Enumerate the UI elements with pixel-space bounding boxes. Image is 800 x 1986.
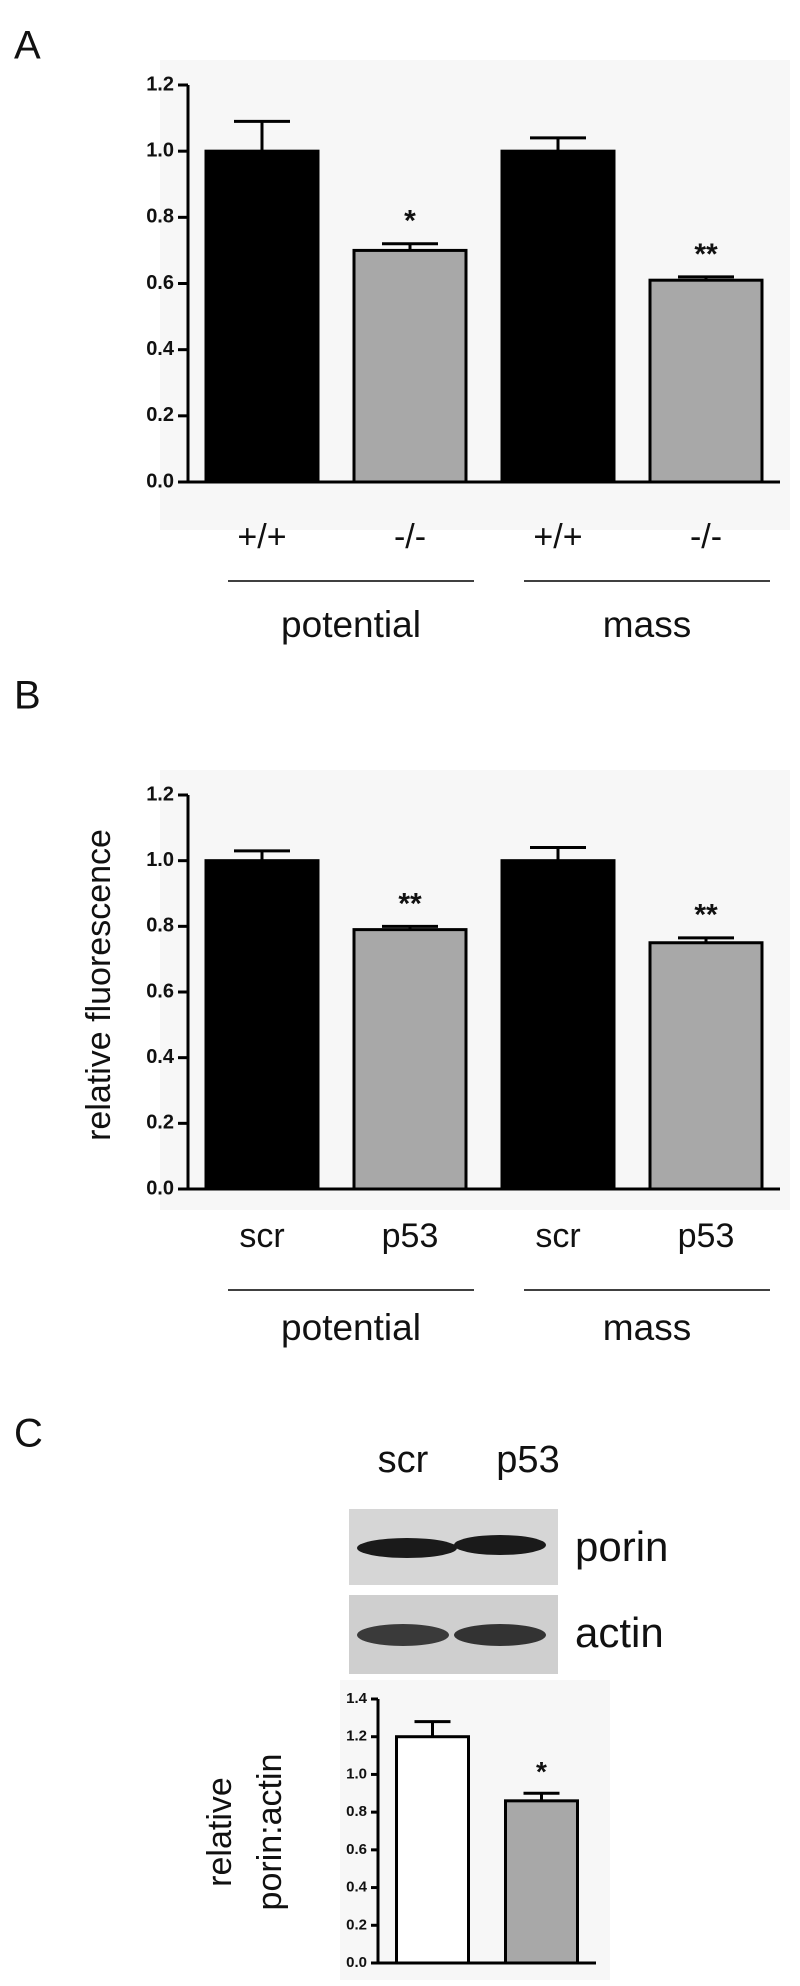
significance-label: * [536,1756,547,1787]
blot-band [454,1535,546,1555]
y-tick-label: 0.2 [346,1916,367,1933]
x-tick-label: scr [239,1217,284,1255]
blot-band [357,1538,457,1558]
y-tick-label: 0.8 [146,206,174,228]
y-tick-label: 0.6 [146,980,174,1002]
bar [648,278,764,484]
y-tick-label: 1.2 [346,1728,367,1745]
bar [648,941,764,1191]
y-tick-label: 0.8 [146,915,174,937]
bar [204,859,320,1191]
bar [395,1735,470,1965]
y-axis-label: porin:actin [251,1754,289,1911]
x-tick-label: -/- [690,518,722,556]
blot-band [357,1624,449,1646]
x-tick-label: +/+ [533,518,582,556]
group-label: mass [603,604,691,645]
x-tick-label: p53 [382,1217,439,1255]
significance-label: ** [398,887,422,920]
y-tick-label: 0.2 [146,1112,174,1134]
panel-label: B [14,674,41,718]
x-tick-label: scr [535,1217,580,1255]
y-tick-label: 1.0 [146,139,174,161]
y-tick-label: 0.6 [146,272,174,294]
bar [352,928,468,1191]
significance-label: * [404,205,416,238]
bar [500,859,616,1191]
y-tick-label: 1.2 [146,783,174,805]
significance-label: ** [694,238,718,271]
group-label: potential [281,1307,421,1348]
blot-row-label: porin [575,1523,668,1570]
bar [352,248,468,484]
y-tick-label: 1.0 [146,849,174,871]
bar [204,149,320,484]
panel-label: A [14,24,41,68]
significance-label: ** [694,899,718,932]
lane-label: scr [378,1439,429,1481]
x-tick-label: p53 [678,1217,735,1255]
y-tick-label: 0.0 [346,1954,367,1971]
lane-label: p53 [496,1439,559,1481]
y-tick-label: 1.0 [346,1765,367,1782]
y-tick-label: 0.6 [346,1841,367,1858]
group-label: mass [603,1307,691,1348]
blot-band [454,1624,546,1646]
x-tick-label: -/- [394,518,426,556]
y-tick-label: 0.0 [146,470,174,492]
blot-row-label: actin [575,1609,664,1656]
group-label: potential [281,604,421,645]
y-tick-label: 0.4 [146,1046,175,1068]
y-tick-label: 0.4 [146,338,175,360]
y-tick-label: 0.8 [346,1803,367,1820]
y-tick-label: 0.2 [146,404,174,426]
y-axis-label: relative [201,1777,239,1887]
y-tick-label: 1.2 [146,73,174,95]
y-tick-label: 0.4 [346,1879,368,1896]
bar [504,1799,579,1965]
y-axis-label: relative fluorescence [80,829,118,1141]
bar [500,149,616,484]
y-tick-label: 0.0 [146,1177,174,1199]
panel-label: C [14,1412,43,1456]
y-tick-label: 1.4 [346,1690,368,1707]
x-tick-label: +/+ [237,518,286,556]
